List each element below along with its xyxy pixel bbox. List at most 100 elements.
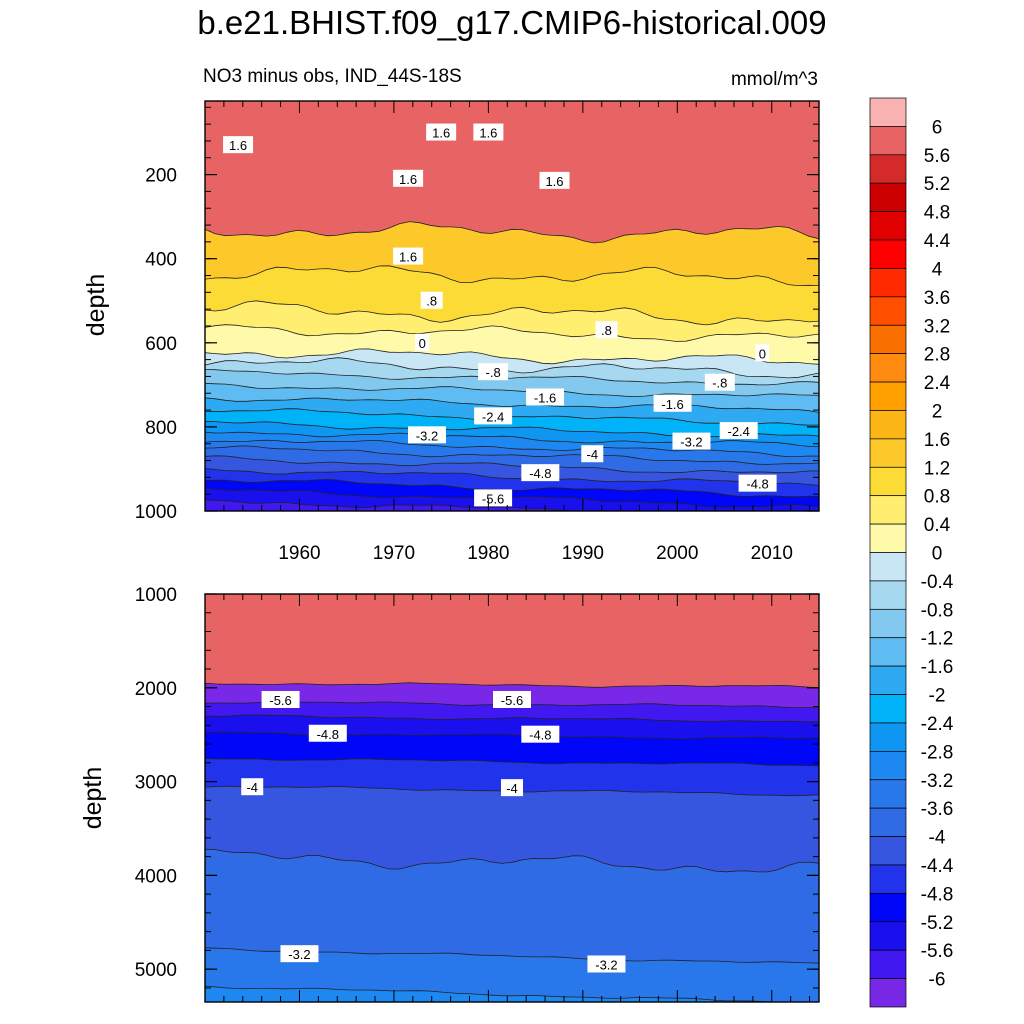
contour-label-text: -4 (587, 447, 599, 462)
y-tick-label: 1000 (135, 585, 177, 606)
colorbar-label: -4 (929, 828, 946, 849)
contour-line (205, 324, 819, 342)
colorbar-label: 2 (932, 401, 943, 422)
contour-label-text: -1.6 (534, 390, 556, 405)
contour-line (205, 357, 819, 379)
colorbar-box (869, 97, 907, 127)
colorbar-box (869, 637, 907, 667)
contour-label: 1.6 (393, 247, 424, 265)
subtitle-units: mmol/m^3 (731, 69, 818, 90)
contour-label-text: 1.6 (399, 250, 417, 265)
x-tick-label: 1980 (467, 543, 509, 564)
colorbar-box (869, 921, 907, 951)
contour-label-box (521, 725, 560, 743)
contour-label: -4 (501, 779, 523, 797)
colorbar-box (869, 466, 907, 497)
contour-line (205, 468, 819, 486)
chart-title: b.e21.BHIST.f09_g17.CMIP6-historical.009 (197, 4, 827, 41)
colorbar-box (869, 154, 907, 184)
contour-label-text: 1.6 (479, 126, 497, 141)
colorbar-label: -1.6 (921, 657, 954, 678)
colorbar-box (869, 239, 907, 269)
contour-label-box (704, 373, 735, 391)
contour-label: 1.6 (539, 171, 570, 189)
y-tick-label: 200 (145, 166, 177, 187)
contour-line (205, 265, 819, 287)
contour-label-box (280, 945, 319, 963)
contour-label-box (526, 388, 565, 406)
contour-label-box (501, 779, 523, 797)
contour-label-box (521, 464, 560, 482)
contour-label: .8 (420, 291, 443, 309)
colorbar-box (869, 438, 907, 468)
contour-label-box (595, 321, 618, 339)
contour-label: -4.8 (521, 725, 560, 743)
contour-label: -4 (241, 778, 264, 796)
contour-label-box (539, 171, 570, 189)
colorbar-label: 5.2 (924, 174, 950, 195)
contour-label: -2.4 (474, 407, 513, 425)
contour-label-box (755, 344, 770, 362)
x-tick-label: 2010 (751, 543, 793, 564)
colorbar-box (869, 750, 907, 781)
contour-label: -5.6 (493, 690, 531, 708)
filled-band (205, 947, 819, 1002)
colorbar-label: 4.4 (924, 231, 951, 252)
colorbar-legend: 6 5.6 5.2 4.8 4.4 4 3.6 3.2 2.8 2.4 2 1.6 1.2 0.8 0.4 0… (869, 97, 954, 1008)
contour-label-text: -2.4 (728, 424, 750, 439)
contour-label: .8 (595, 321, 618, 339)
contour-label-text: -5.6 (482, 491, 504, 506)
contour-line (205, 439, 819, 458)
colorbar-label: 0.4 (924, 515, 951, 536)
colorbar-label: -6 (929, 970, 946, 991)
contour-label-box (393, 247, 424, 265)
colorbar-box (869, 495, 907, 525)
colorbar-box (869, 665, 907, 695)
x-tick-label: 2000 (656, 543, 698, 564)
contour-line (205, 300, 819, 326)
deep-ocean-panel: -5.6 -5.6 -4.8 -4.8 -4 -4 -3.2 -3.2 1000 2000 300… (135, 585, 820, 1003)
contour-label: 0 (755, 344, 770, 362)
contour-line (205, 221, 819, 244)
contour-line (205, 848, 819, 873)
colorbar-label: -2.4 (921, 714, 954, 735)
contour-label-box (473, 123, 504, 141)
contour-line (205, 445, 819, 465)
contour-label-box (407, 426, 446, 444)
colorbar-box (869, 324, 907, 355)
colorbar-label: -2.8 (921, 742, 954, 763)
colorbar-box (869, 268, 907, 298)
contour-label-text: -1.6 (661, 397, 683, 412)
colorbar-box (869, 126, 907, 156)
contour-label: -3.2 (587, 955, 626, 973)
contour-label-text: -4.8 (529, 466, 551, 481)
y-tick-label: 3000 (135, 773, 177, 794)
colorbar-label: 0 (932, 544, 943, 565)
contour-label-text: 0 (419, 336, 426, 351)
contour-label-text: -5.6 (501, 693, 523, 708)
colorbar-label: -0.4 (921, 572, 954, 593)
colorbar-label: -0.8 (921, 600, 954, 621)
contour-label-text: -4.8 (746, 477, 768, 492)
contour-line (205, 431, 819, 447)
contour-label-box (478, 363, 509, 381)
colorbar-label: -5.6 (921, 941, 954, 962)
contour-label-text: 1.6 (432, 126, 450, 141)
contour-label-box (493, 690, 531, 708)
colorbar-box (869, 410, 907, 440)
contour-line (205, 382, 819, 398)
contour-label-box (474, 489, 513, 507)
contour-label: -3.2 (407, 426, 446, 444)
contour-line (205, 397, 819, 413)
contour-label-box (415, 333, 430, 351)
colorbar-label: 5.6 (924, 146, 950, 167)
contour-line (205, 985, 789, 1002)
colorbar-label: -1.2 (921, 629, 954, 650)
contour-label-box (581, 445, 604, 463)
contour-label-text: 1.6 (545, 174, 563, 189)
colorbar-label: -3.6 (921, 799, 954, 820)
colorbar-box (869, 353, 907, 383)
colorbar-label: 6 (932, 117, 943, 138)
contour-line (205, 455, 819, 474)
